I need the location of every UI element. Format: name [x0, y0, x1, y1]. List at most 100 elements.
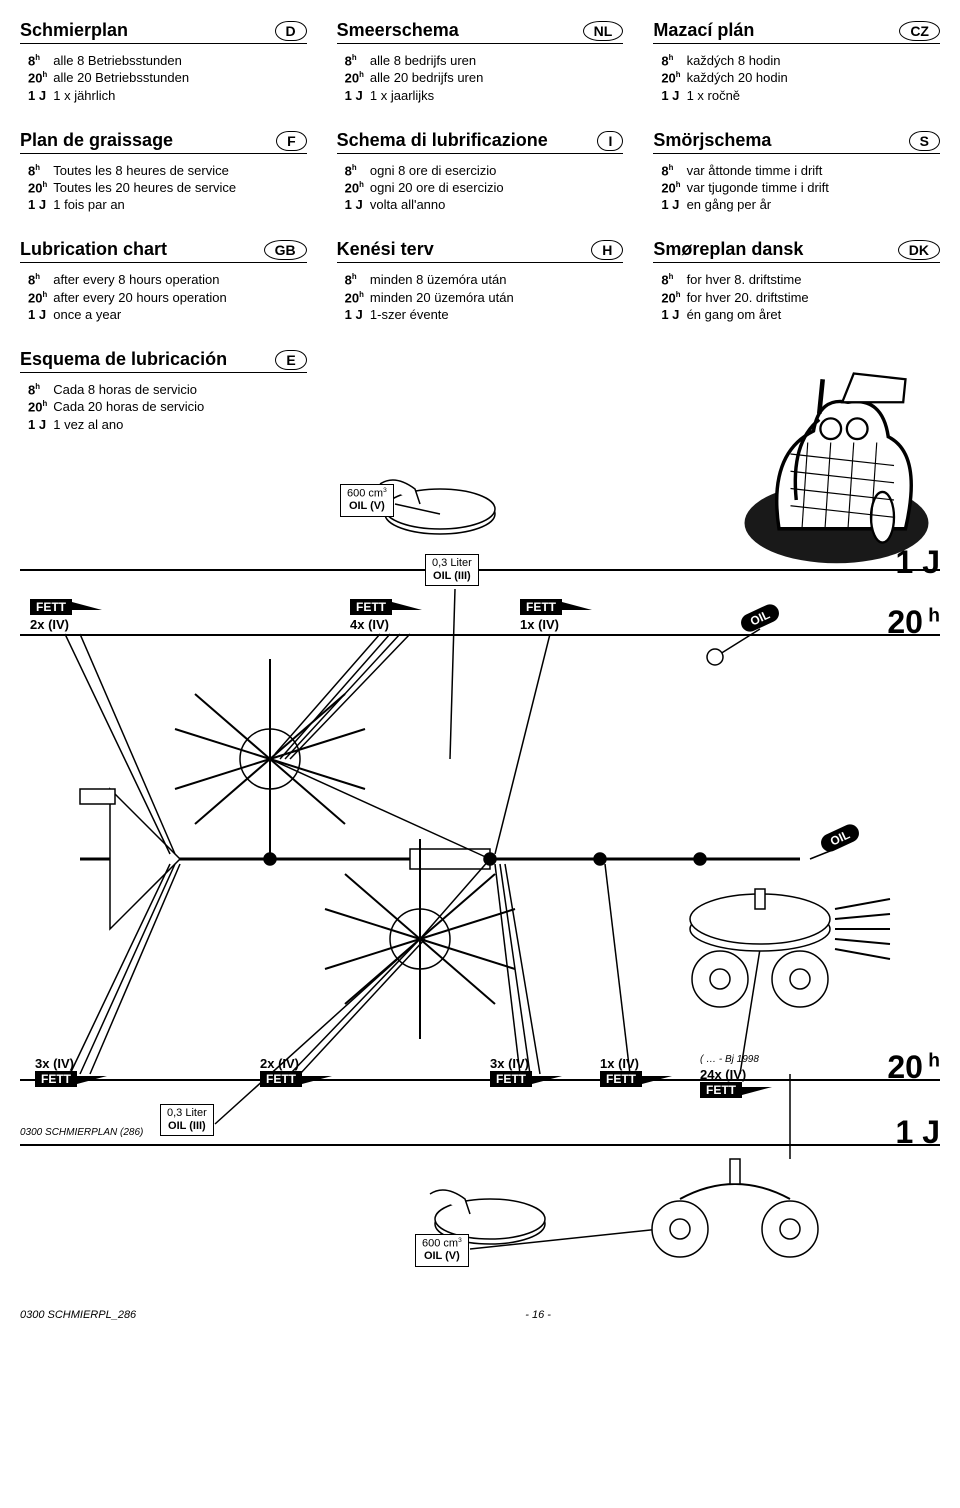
interval-key: 20h — [28, 398, 53, 415]
interval-key: 8h — [28, 381, 53, 398]
interval-text: 1 x ročně — [687, 87, 794, 104]
lang-code-badge: I — [597, 131, 623, 151]
interval-text: after every 20 hours operation — [53, 289, 232, 306]
interval-text: každých 8 hodin — [687, 52, 794, 69]
interval-key: 8h — [345, 271, 370, 288]
interval-key: 20h — [28, 179, 53, 196]
interval-key: 20h — [28, 69, 53, 86]
interval-text: alle 20 Betriebsstunden — [53, 69, 195, 86]
interval-text: for hver 8. driftstime — [687, 271, 815, 288]
lang-code-badge: S — [909, 131, 940, 151]
fett-tag: 1x (IV)FETT — [600, 1054, 642, 1087]
interval-key: 1 J — [345, 306, 370, 323]
lang-code-badge: NL — [583, 21, 624, 41]
interval-key: 20h — [661, 69, 686, 86]
interval-text: volta all'anno — [370, 196, 510, 213]
lang-section: SmeerschemaNL8halle 8 bedrijfs uren20hal… — [337, 20, 624, 104]
interval-text: minden 8 üzemóra után — [370, 271, 520, 288]
footer-doc-code: 0300 SCHMIERPL_286 — [20, 1309, 136, 1321]
interval-key: 8h — [345, 162, 370, 179]
fett-tag: 3x (IV)FETT — [35, 1054, 77, 1087]
lang-code-badge: DK — [898, 240, 940, 260]
lang-section: Plan de graissageF8hToutes les 8 heures … — [20, 130, 307, 214]
interval-key: 20h — [661, 289, 686, 306]
interval-text: alle 8 Betriebsstunden — [53, 52, 195, 69]
lang-section: Kenési terv H 8hminden 8 üzemóra után20hmi… — [337, 239, 624, 323]
page-footer: 0300 SCHMIERPL_286 - 16 - — [20, 1309, 940, 1321]
oil-pill: OIL — [740, 609, 780, 627]
interval-key: 1 J — [661, 87, 686, 104]
lang-code-badge: H — [591, 240, 623, 260]
section-title: Mazací plán — [653, 20, 754, 41]
interval-key: 20h — [345, 179, 370, 196]
interval-key: 1 J — [28, 306, 53, 323]
interval-key: 1 J — [661, 196, 686, 213]
interval-key: 8h — [661, 271, 686, 288]
interval-text: 1 fois par an — [53, 196, 242, 213]
lang-section: Mazací plán CZ 8hkaždých 8 hodin20hkaždých… — [653, 20, 940, 104]
lang-section: SmörjschemaS8hvar åttonde timme i drift2… — [653, 130, 940, 214]
interval-text: 1 x jährlich — [53, 87, 195, 104]
lang-code-badge: CZ — [899, 21, 940, 41]
fett-tag: FETT4x (IV) — [350, 599, 392, 632]
interval-text: 1 vez al ano — [53, 416, 210, 433]
section-title: Schmierplan — [20, 20, 128, 41]
interval-key: 8h — [28, 52, 53, 69]
interval-text: ogni 20 ore di esercizio — [370, 179, 510, 196]
section-title: Plan de graissage — [20, 130, 173, 151]
interval-text: minden 20 üzemóra után — [370, 289, 520, 306]
interval-marker: 20 h — [887, 604, 940, 641]
interval-key: 1 J — [28, 196, 53, 213]
interval-key: 20h — [345, 289, 370, 306]
interval-key: 20h — [661, 179, 686, 196]
interval-key: 1 J — [345, 196, 370, 213]
interval-marker: 1 J — [896, 544, 940, 581]
section-title: Smörjschema — [653, 130, 771, 151]
diagram-ref-code: 0300 SCHMIERPLAN (286) — [20, 1127, 143, 1138]
interval-key: 8h — [661, 52, 686, 69]
interval-key: 1 J — [28, 416, 53, 433]
lang-section: Smøreplan danskDK8hfor hver 8. driftstim… — [653, 239, 940, 323]
lang-code-badge: D — [275, 21, 307, 41]
interval-text: once a year — [53, 306, 232, 323]
interval-key: 8h — [661, 162, 686, 179]
lang-code-badge: GB — [264, 240, 307, 260]
interval-key: 8h — [28, 271, 53, 288]
interval-key: 1 J — [661, 306, 686, 323]
lang-section: Schema di lubrificazioneI8hogni 8 ore di… — [337, 130, 624, 214]
interval-text: Toutes les 20 heures de service — [53, 179, 242, 196]
interval-marker: 1 J — [896, 1114, 940, 1151]
lang-code-badge: E — [275, 350, 306, 370]
interval-text: after every 8 hours operation — [53, 271, 232, 288]
lang-section: Schmierplan D 8halle 8 Betriebsstunden20ha… — [20, 20, 307, 104]
oil-spec-box: 600 cm3OIL (V) — [340, 484, 394, 517]
section-title: Schema di lubrificazione — [337, 130, 548, 151]
interval-key: 20h — [28, 289, 53, 306]
fett-tag: 2x (IV)FETT — [260, 1054, 302, 1087]
section-title: Esquema de lubricación — [20, 349, 227, 370]
section-title: Kenési terv — [337, 239, 434, 260]
interval-text: 1 x jaarlijks — [370, 87, 489, 104]
fett-tag: FETT2x (IV) — [30, 599, 72, 632]
interval-key: 8h — [345, 52, 370, 69]
oil-pill: OIL — [820, 829, 860, 847]
interval-key: 1 J — [345, 87, 370, 104]
lang-section: Lubrication chart GB 8hafter every 8 hours… — [20, 239, 307, 323]
lubrication-diagram: FETT2x (IV)FETT4x (IV)FETT1x (IV) 3x (IV… — [20, 459, 940, 1289]
interval-text: en gång per år — [687, 196, 835, 213]
interval-key: 1 J — [28, 87, 53, 104]
interval-text: alle 20 bedrijfs uren — [370, 69, 489, 86]
lang-code-badge: F — [276, 131, 307, 151]
interval-text: 1-szer évente — [370, 306, 520, 323]
interval-text: Cada 8 horas de servicio — [53, 381, 210, 398]
interval-marker: 20 h — [887, 1049, 940, 1086]
machine-schematic — [20, 459, 940, 1289]
fett-tag: ( … - Bj 199824x (IV)FETT — [700, 1054, 759, 1098]
interval-text: for hver 20. driftstime — [687, 289, 815, 306]
oil-spec-box: 600 cm3OIL (V) — [415, 1234, 469, 1267]
lang-section: Esquema de lubricación E 8hCada 8 horas de… — [20, 349, 307, 433]
interval-text: každých 20 hodin — [687, 69, 794, 86]
section-title: Lubrication chart — [20, 239, 167, 260]
interval-key: 8h — [28, 162, 53, 179]
interval-text: én gang om året — [687, 306, 815, 323]
